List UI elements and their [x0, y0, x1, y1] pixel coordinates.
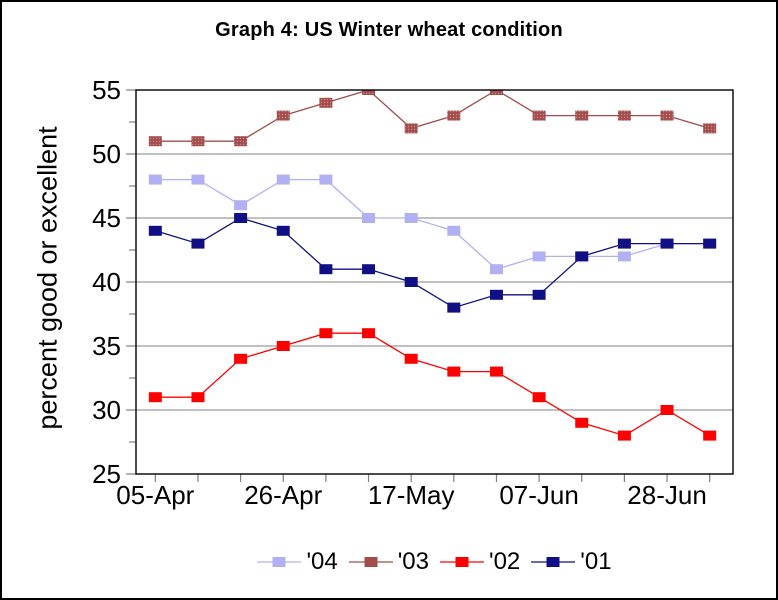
data-point-marker	[447, 110, 461, 121]
data-point-marker	[532, 110, 546, 121]
y-tick-label: 30	[92, 395, 121, 425]
data-point-marker	[148, 392, 162, 403]
legend-item-02: '02	[440, 548, 520, 576]
data-point-marker	[404, 277, 418, 287]
x-tick-label: 17-May	[368, 480, 455, 510]
legend-label-04: '04	[306, 548, 338, 575]
data-point-marker	[489, 264, 503, 275]
data-point-marker	[234, 213, 248, 223]
x-tick-label: 28-Jun	[627, 480, 707, 510]
data-point-marker	[362, 328, 376, 339]
data-point-marker	[532, 392, 546, 403]
data-point-marker	[191, 238, 205, 249]
x-tick-labels: 05-Apr 26-Apr 17-May 07-Jun 28-Jun	[116, 480, 706, 510]
data-point-marker	[362, 213, 376, 223]
data-point-marker	[617, 430, 631, 441]
data-point-marker	[276, 110, 290, 121]
data-point-marker	[575, 417, 589, 428]
data-point-marker	[575, 251, 589, 262]
legend-item-01: '01	[531, 548, 612, 576]
data-point-marker	[276, 341, 290, 351]
legend-swatch-03-icon	[348, 557, 393, 567]
data-point-marker	[148, 136, 162, 147]
x-tick-label: 07-Jun	[499, 480, 579, 510]
data-point-marker	[660, 238, 674, 249]
data-point-marker	[703, 430, 717, 441]
axis-ticks	[126, 89, 711, 482]
data-point-marker	[319, 328, 333, 339]
data-point-marker	[489, 289, 503, 300]
data-point-marker	[489, 366, 503, 377]
data-point-marker	[575, 110, 589, 121]
data-point-marker	[532, 289, 546, 300]
legend-label-01: '01	[580, 548, 612, 575]
y-tick-labels: 25 30 35 40 45 50 55	[92, 75, 121, 489]
series-02	[148, 328, 717, 441]
data-point-marker	[447, 366, 461, 377]
y-tick-label: 55	[92, 75, 121, 105]
data-point-marker	[319, 264, 333, 275]
legend-label-03: '03	[397, 548, 429, 575]
data-point-marker	[234, 136, 248, 147]
legend-item-04: '04	[257, 548, 338, 576]
y-tick-label: 45	[92, 203, 121, 233]
plot-border	[135, 89, 734, 475]
y-tick-label: 40	[92, 267, 121, 297]
data-point-marker	[319, 97, 333, 108]
data-point-marker	[660, 110, 674, 121]
data-point-marker	[404, 213, 418, 223]
data-point-marker	[617, 251, 631, 262]
series-03	[148, 90, 717, 147]
series-01	[148, 213, 717, 313]
data-point-marker	[404, 123, 418, 134]
data-point-marker	[234, 200, 248, 211]
data-point-marker	[447, 225, 461, 236]
legend: '04 '03 '02 '01	[136, 548, 733, 576]
data-point-marker	[660, 405, 674, 415]
data-point-marker	[447, 302, 461, 313]
data-point-marker	[362, 264, 376, 275]
data-point-marker	[276, 225, 290, 236]
chart-title: Graph 4: US Winter wheat condition	[215, 19, 563, 41]
data-point-marker	[362, 90, 376, 95]
data-point-marker	[191, 136, 205, 147]
data-point-marker	[191, 392, 205, 403]
data-point-marker	[703, 123, 717, 134]
y-tick-label: 25	[92, 459, 121, 489]
data-point-marker	[617, 110, 631, 121]
legend-swatch-04-icon	[257, 557, 302, 567]
x-tick-label: 05-Apr	[116, 480, 194, 510]
data-point-marker	[276, 174, 290, 185]
data-point-marker	[404, 353, 418, 364]
x-tick-label: 26-Apr	[244, 480, 322, 510]
data-point-marker	[617, 238, 631, 249]
data-point-marker	[191, 174, 205, 185]
data-point-marker	[148, 225, 162, 236]
series-04	[148, 174, 717, 275]
y-tick-label: 35	[92, 331, 121, 361]
data-point-marker	[532, 251, 546, 262]
legend-swatch-02-icon	[440, 557, 484, 567]
legend-label-02: '02	[489, 548, 521, 575]
y-tick-label: 50	[92, 139, 121, 169]
data-point-marker	[234, 353, 248, 364]
gridlines	[136, 153, 733, 411]
data-point-marker	[148, 174, 162, 185]
legend-swatch-01-icon	[531, 557, 576, 567]
data-point-marker	[703, 238, 717, 249]
data-point-marker	[319, 174, 333, 185]
legend-item-03: '03	[348, 548, 429, 576]
data-point-marker	[489, 90, 503, 95]
